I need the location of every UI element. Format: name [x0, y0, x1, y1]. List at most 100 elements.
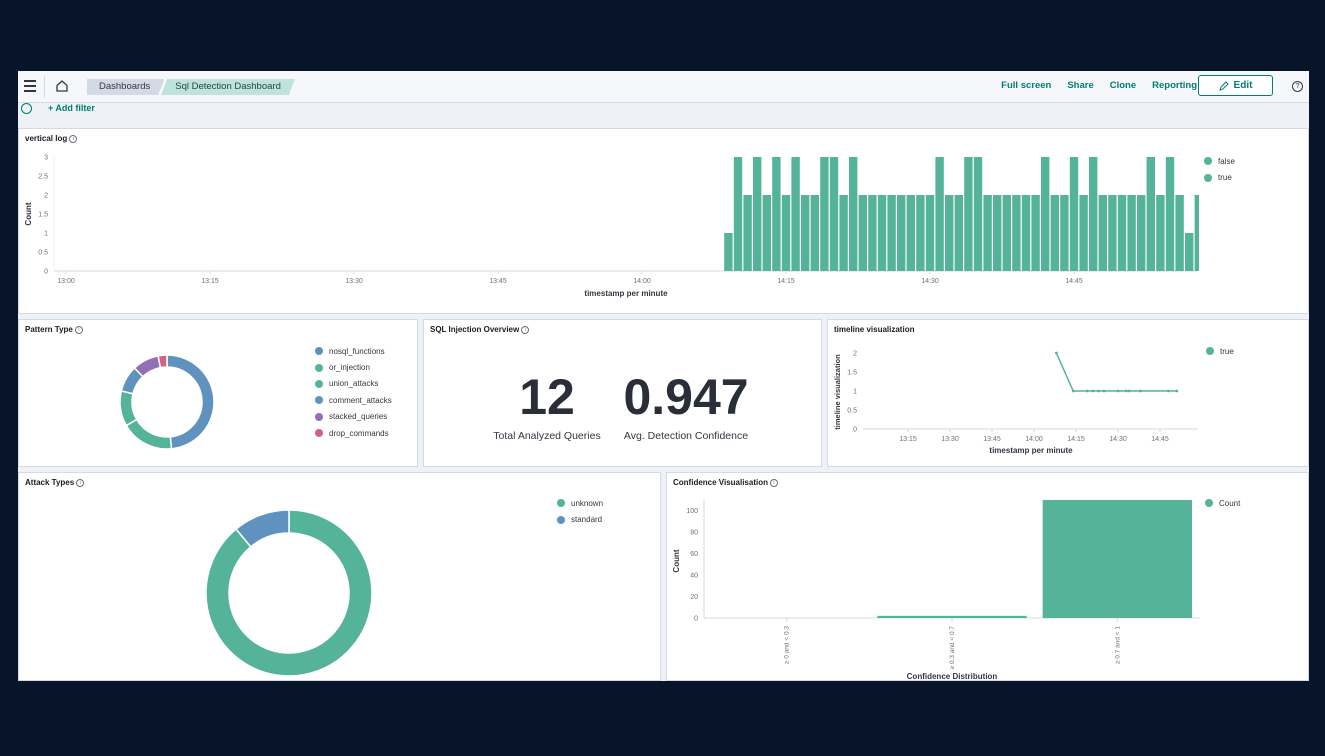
x-tick-label: 14:45 — [1065, 278, 1083, 285]
x-tick-label: 14:15 — [777, 278, 795, 285]
legend-swatch — [315, 363, 323, 372]
menu-icon[interactable] — [24, 80, 36, 92]
info-icon[interactable]: i — [74, 325, 83, 334]
y-tick-label: 80 — [690, 530, 698, 537]
x-tick-label: ≥ 0 and < 0.3 — [784, 626, 791, 664]
line-point — [1091, 389, 1095, 393]
legend-item[interactable]: true — [1206, 343, 1234, 359]
y-tick-label: 40 — [690, 573, 698, 580]
share-link[interactable]: Share — [1067, 80, 1094, 91]
legend-label: false — [1218, 156, 1235, 166]
legend-item[interactable]: Count — [1205, 495, 1240, 511]
clone-link[interactable]: Clone — [1109, 80, 1137, 91]
bar — [1089, 157, 1098, 271]
bar — [925, 195, 935, 271]
reporting-link[interactable]: Reporting — [1152, 80, 1197, 91]
pie-slice — [119, 390, 138, 427]
pie-slice — [125, 418, 173, 450]
y-tick-label: 0 — [694, 616, 698, 623]
legend-label: union_attacks — [329, 379, 379, 389]
bar — [916, 195, 925, 271]
legend-label: standard — [571, 515, 603, 525]
breadcrumb-dashboards[interactable]: Dashboards — [87, 79, 164, 95]
bar — [906, 195, 915, 271]
nav-divider — [44, 76, 45, 98]
legend-item[interactable]: or_injection — [315, 359, 392, 375]
bar — [743, 195, 752, 271]
timeline-chart: 0 0.5 1 1.5 2 13:15 13:30 13:45 14:00 14:15 14:30 1… — [833, 351, 1198, 455]
line-point — [1071, 389, 1075, 393]
x-tick-label: 14:30 — [1109, 436, 1127, 443]
bar — [733, 157, 743, 271]
bar — [1012, 195, 1021, 271]
legend-swatch — [315, 347, 323, 356]
bar — [993, 195, 1002, 271]
legend-swatch — [315, 379, 323, 388]
x-tick-label: 13:15 — [899, 436, 917, 443]
info-icon[interactable]: i — [521, 325, 530, 334]
vertical-log-legend: false true — [1204, 153, 1235, 186]
bar — [1069, 157, 1079, 271]
legend-swatch — [315, 429, 323, 438]
legend-label: comment_attacks — [329, 395, 392, 405]
add-filter-link[interactable]: + Add filter — [48, 103, 95, 113]
line-point — [1055, 351, 1058, 355]
legend-item[interactable]: standard — [557, 511, 603, 527]
y-tick-label: 0.5 — [847, 408, 857, 415]
info-icon[interactable]: i — [76, 478, 85, 487]
legend-swatch — [557, 499, 565, 508]
dashboard-app: Dashboards Sql Detection Dashboard Full … — [18, 71, 1309, 681]
x-tick-label: 13:30 — [941, 436, 959, 443]
legend-label: Count — [1219, 498, 1241, 508]
bar — [1146, 157, 1155, 271]
line-point — [1167, 389, 1170, 393]
bar — [983, 195, 992, 271]
bar — [1108, 195, 1117, 271]
metric-label: Avg. Detection Confidence — [623, 430, 749, 442]
bar — [1050, 195, 1059, 271]
legend-item[interactable]: nosql_functions — [315, 343, 392, 359]
vertical-log-panel: vertical log i 0 0.5 1 1.5 2 2.5 3 13:00 13:15 13:… — [18, 128, 1309, 314]
bar — [762, 195, 771, 271]
bar — [1031, 195, 1040, 271]
y-tick-label: 100 — [686, 508, 698, 515]
pencil-icon — [1218, 80, 1229, 91]
y-tick-label: 0 — [853, 427, 857, 434]
info-icon[interactable]: i — [69, 134, 78, 143]
help-icon[interactable]: ? — [1292, 81, 1303, 92]
bar — [839, 195, 848, 271]
legend-item[interactable]: comment_attacks — [315, 392, 392, 408]
bar — [801, 195, 810, 271]
legend-item[interactable]: union_attacks — [315, 376, 392, 392]
filter-icon[interactable] — [21, 103, 32, 114]
metric-value: 12 — [519, 369, 575, 425]
x-axis-title: timestamp per minute — [584, 289, 668, 298]
line-point — [1116, 389, 1120, 393]
bar — [1079, 195, 1088, 271]
pattern-type-panel: Pattern Type i nosql_functions or_injectio… — [18, 319, 418, 467]
bar — [772, 157, 781, 271]
legend-item[interactable]: true — [1204, 169, 1235, 185]
legend-label: drop_commands — [329, 428, 389, 438]
line-point — [1102, 389, 1106, 393]
pie-slice — [235, 509, 290, 548]
x-tick-label: 14:00 — [633, 278, 651, 285]
timeline-panel: timeline visualization 0 0.5 1 1.5 2 13:15 13:… — [827, 319, 1309, 467]
filter-bar: + Add filter — [18, 103, 1309, 123]
info-icon[interactable]: i — [769, 478, 778, 487]
panel-title: Pattern Type — [25, 325, 73, 334]
legend-item[interactable]: stacked_queries — [315, 409, 392, 425]
legend-item[interactable]: unknown — [557, 495, 603, 511]
y-axis-title: Count — [24, 202, 33, 225]
legend-item[interactable]: drop_commands — [315, 425, 392, 441]
bar — [954, 195, 963, 271]
x-tick-label: 13:15 — [201, 278, 219, 285]
bar — [1175, 195, 1184, 271]
home-icon[interactable] — [55, 79, 69, 93]
full-screen-link[interactable]: Full screen — [1001, 80, 1052, 91]
vertical-log-chart: 0 0.5 1 1.5 2 2.5 3 13:00 13:15 13:30 13:45 14:00 14… — [24, 155, 1199, 298]
x-tick-label: 13:00 — [57, 278, 75, 285]
edit-button[interactable]: Edit — [1198, 75, 1273, 96]
y-tick-label: 1.5 — [38, 212, 48, 219]
legend-item[interactable]: false — [1204, 153, 1235, 169]
